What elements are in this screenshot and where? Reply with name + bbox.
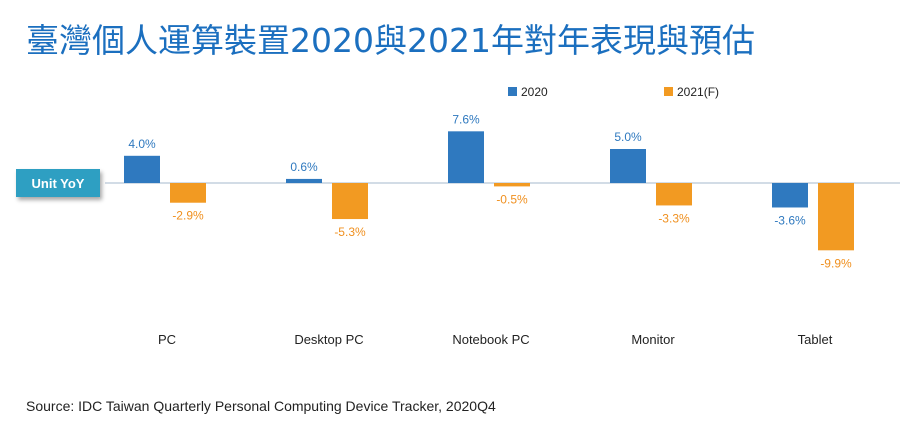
bar-0-2: [448, 131, 484, 183]
category-label-1: Desktop PC: [294, 332, 363, 347]
legend-label-1: 2021(F): [677, 85, 719, 99]
bar-1-1: [332, 183, 368, 220]
category-label-2: Notebook PC: [452, 332, 529, 347]
data-label-1-0: -2.9%: [172, 209, 204, 223]
bar-1-3: [656, 183, 692, 206]
data-label-0-2: 7.6%: [452, 112, 480, 126]
source-note: Source: IDC Taiwan Quarterly Personal Co…: [26, 398, 496, 414]
bar-1-4: [818, 183, 854, 251]
bar-0-4: [772, 183, 808, 208]
bar-1-0: [170, 183, 206, 203]
category-label-4: Tablet: [798, 332, 833, 347]
chart-title: 臺灣個人運算裝置2020與2021年對年表現與預估: [26, 21, 755, 60]
bar-0-0: [124, 155, 160, 183]
data-label-1-2: -0.5%: [496, 192, 528, 206]
data-label-0-3: 5.0%: [614, 130, 642, 144]
data-label-1-4: -9.9%: [820, 256, 852, 270]
bar-1-2: [494, 183, 530, 187]
data-label-1-3: -3.3%: [658, 211, 690, 225]
data-label-0-1: 0.6%: [290, 160, 318, 174]
data-label-1-1: -5.3%: [334, 225, 366, 239]
legend-swatch-0: [508, 87, 517, 96]
data-label-0-0: 4.0%: [128, 137, 156, 151]
data-label-0-4: -3.6%: [774, 213, 806, 227]
category-label-3: Monitor: [631, 332, 675, 347]
bar-0-3: [610, 149, 646, 183]
category-label-0: PC: [158, 332, 176, 347]
bar-0-1: [286, 178, 322, 183]
legend-label-0: 2020: [521, 85, 548, 99]
legend-swatch-1: [664, 87, 673, 96]
unit-label-badge: Unit YoY: [16, 169, 100, 197]
